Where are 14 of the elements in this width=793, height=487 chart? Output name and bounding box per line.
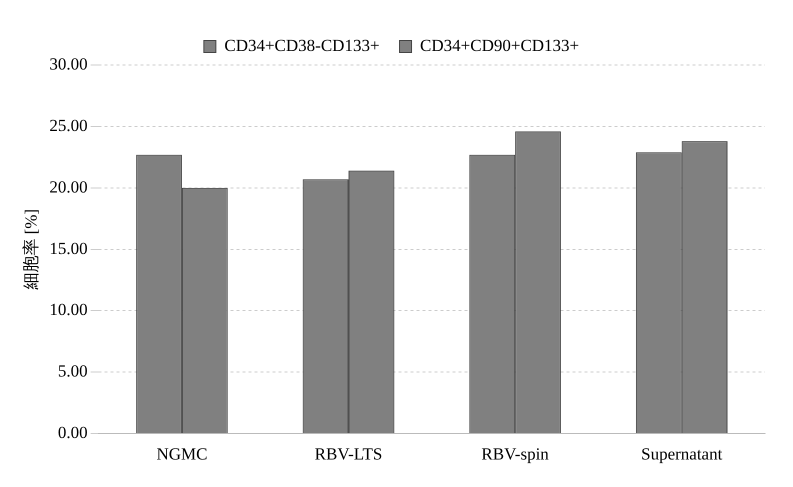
y-tick-label: 15.00: [49, 238, 88, 258]
legend-label: CD34+CD38-CD133+: [224, 36, 380, 55]
y-tick-label: 25.00: [49, 116, 88, 135]
y-tick-label: 20.00: [49, 177, 88, 196]
x-tick-label: NGMC: [156, 444, 208, 464]
y-tick-label: 10.00: [49, 300, 88, 320]
x-tick-label: Supernatant: [641, 444, 723, 464]
y-tick-label: 5.00: [58, 362, 88, 381]
legend-label: CD34+CD90+CD133+: [420, 36, 580, 55]
x-tick-label: RBV-LTS: [314, 444, 382, 464]
y-tick-label: 0.00: [58, 423, 88, 442]
y-axis-title: 細胞率 [%]: [22, 208, 41, 291]
y-tick-label: 30.00: [49, 54, 88, 74]
x-tick-label: RBV-spin: [481, 444, 550, 464]
